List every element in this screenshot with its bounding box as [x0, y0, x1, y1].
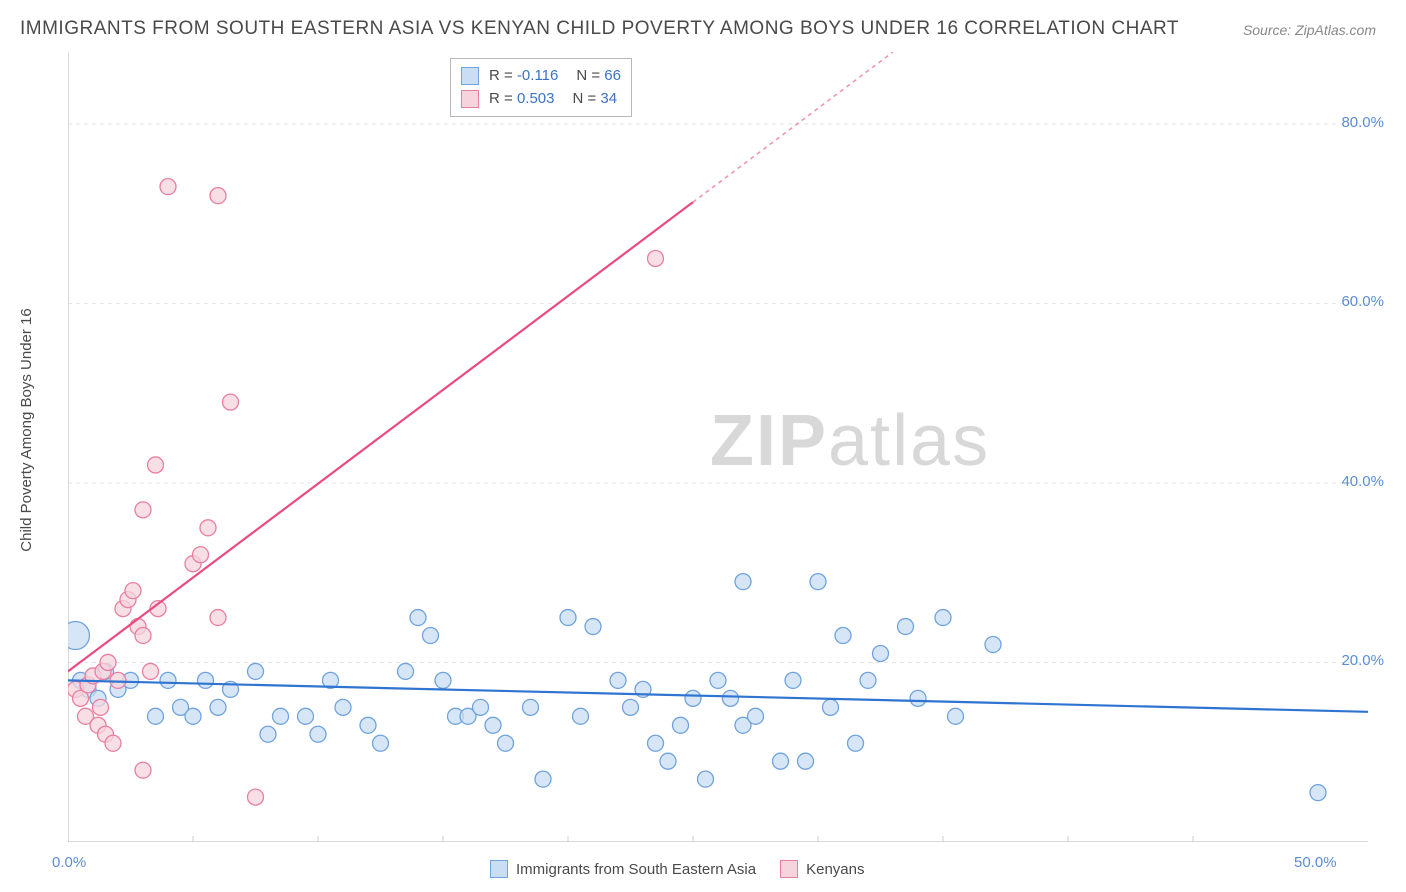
- legend-label: Immigrants from South Eastern Asia: [516, 861, 756, 878]
- x-tick-label: 0.0%: [52, 854, 86, 871]
- y-tick-label: 60.0%: [1341, 293, 1384, 310]
- legend-swatch: [780, 860, 798, 878]
- y-tick-label: 40.0%: [1341, 473, 1384, 490]
- legend-row: R = -0.116N = 66: [461, 65, 621, 88]
- chart-area: [68, 52, 1368, 842]
- x-tick-label: 50.0%: [1294, 854, 1337, 871]
- chart-title: IMMIGRANTS FROM SOUTH EASTERN ASIA VS KE…: [20, 18, 1179, 40]
- legend-swatch: [461, 90, 479, 108]
- scatter-plot: [68, 52, 1368, 842]
- legend-swatch: [461, 67, 479, 85]
- y-tick-label: 20.0%: [1341, 652, 1384, 669]
- y-axis-label: Child Poverty Among Boys Under 16: [18, 308, 35, 551]
- legend-item: Immigrants from South Eastern Asia: [490, 860, 756, 878]
- correlation-legend: R = -0.116N = 66R = 0.503N = 34: [450, 58, 632, 117]
- y-tick-label: 80.0%: [1341, 114, 1384, 131]
- legend-swatch: [490, 860, 508, 878]
- source-label: Source: ZipAtlas.com: [1243, 22, 1376, 38]
- legend-row: R = 0.503N = 34: [461, 88, 621, 111]
- legend-item: Kenyans: [780, 860, 864, 878]
- series-legend: Immigrants from South Eastern Asia Kenyan…: [490, 860, 864, 878]
- legend-label: Kenyans: [806, 861, 864, 878]
